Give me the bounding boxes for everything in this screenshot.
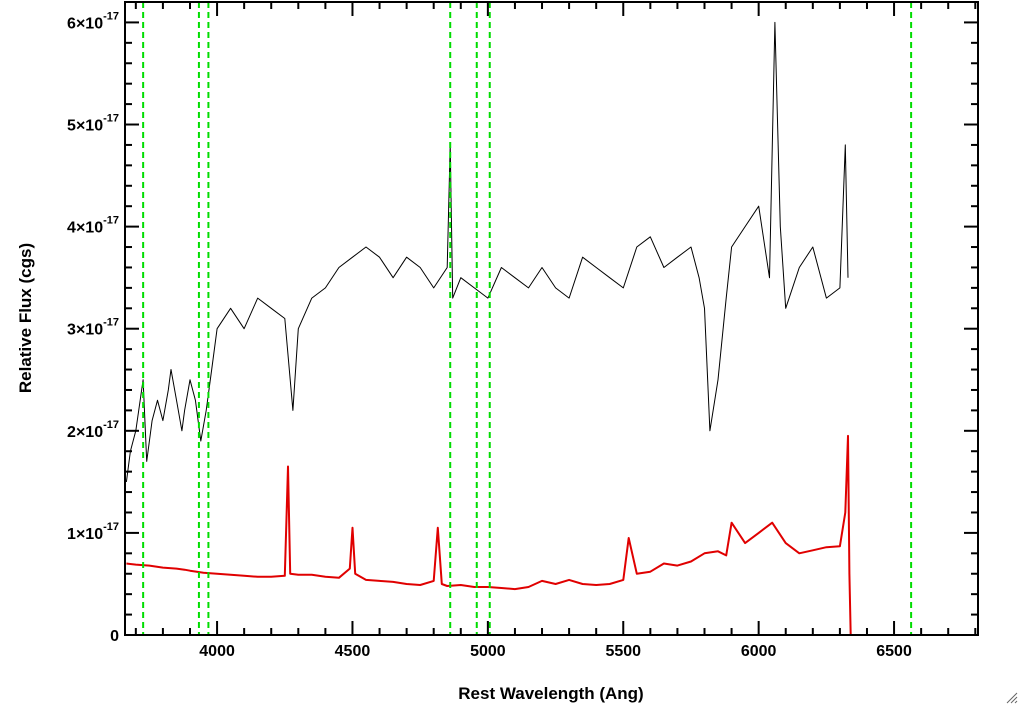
series-2-line [126, 434, 978, 636]
y-tick-label: 1×10-17 [67, 521, 119, 543]
y-tick-label: 4×10-17 [67, 215, 119, 237]
x-tick-label: 6500 [876, 643, 912, 660]
x-tick-label: 4500 [335, 643, 371, 660]
y-tick-label: 5×10-17 [67, 113, 119, 135]
plot-area [125, 2, 978, 636]
y-tick-label: 0 [110, 628, 119, 645]
x-tick-label: 5500 [605, 643, 641, 660]
resize-grip-icon[interactable] [1004, 690, 1018, 704]
x-tick-label: 4000 [199, 643, 235, 660]
x-tick-label: 6000 [741, 643, 777, 660]
y-tick-label: 3×10-17 [67, 317, 119, 339]
x-tick-label: 5000 [470, 643, 506, 660]
plot-frame [124, 1, 979, 636]
y-tick-label: 6×10-17 [67, 10, 119, 32]
y-tick-label: 2×10-17 [67, 419, 119, 441]
axes: 4000 4500 5000 5500 6000 6500 0 1×10-17 2×10-17 3… [67, 1, 979, 660]
series-1-line [125, 21, 849, 482]
x-axis-title: Rest Wavelength (Ang) [458, 684, 643, 703]
y-axis-title: Relative Flux (cgs) [16, 243, 35, 393]
